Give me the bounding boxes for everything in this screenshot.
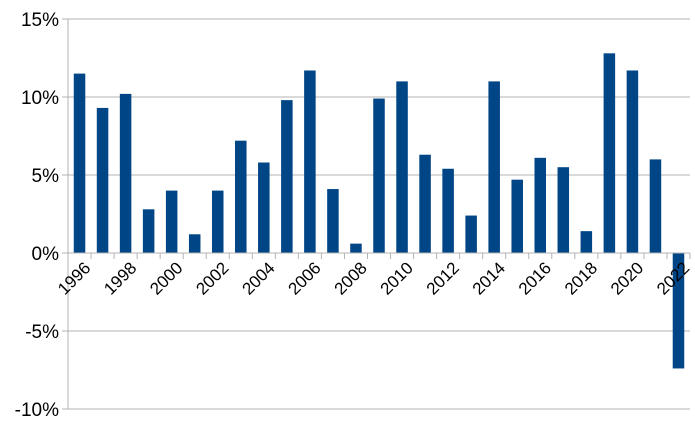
bar-2016 <box>534 157 547 253</box>
bar-2015 <box>511 179 523 253</box>
bar-2017 <box>557 167 570 253</box>
y-tick-label: 5% <box>32 166 60 187</box>
bar-2009 <box>373 98 385 253</box>
bar-2022 <box>672 253 685 369</box>
bar-2008 <box>350 243 362 253</box>
bar-2001 <box>188 234 201 253</box>
bars <box>73 53 685 369</box>
x-tick-label: 2018 <box>561 258 601 298</box>
bar-1997 <box>96 107 109 253</box>
bar-2005 <box>281 100 293 254</box>
x-tick-label: 2008 <box>331 258 371 298</box>
bar-2014 <box>488 81 500 254</box>
y-tick-label: 0% <box>32 244 60 265</box>
x-tick-label: 2012 <box>423 258 463 298</box>
axes <box>62 18 691 410</box>
bar-2013 <box>465 215 477 253</box>
y-tick-label: -10% <box>15 400 59 421</box>
bar-1998 <box>119 93 132 253</box>
bar-2007 <box>327 189 339 253</box>
bar-2018 <box>580 231 593 253</box>
y-tick-labels: -10% -5% 0% 5% 10% 15% <box>15 10 59 421</box>
bar-2021 <box>649 159 662 253</box>
bar-2006 <box>304 70 316 253</box>
bar-2000 <box>165 190 178 253</box>
bar-1996 <box>73 73 86 253</box>
bar-2003 <box>235 140 247 253</box>
x-tick-label: 1998 <box>100 258 140 298</box>
x-tick-label: 2016 <box>515 258 555 298</box>
bar-2011 <box>419 154 431 253</box>
bar-2002 <box>211 190 224 253</box>
x-tick-label: 1996 <box>54 258 94 298</box>
x-tick-label: 2020 <box>607 258 647 298</box>
bar-2019 <box>603 53 616 253</box>
y-tick-label: 10% <box>21 88 59 109</box>
x-tick-label: 2014 <box>469 258 509 298</box>
x-tick-label: 2006 <box>285 258 325 298</box>
x-tick-label: 2000 <box>146 258 186 298</box>
x-tick-label: 2010 <box>377 258 417 298</box>
x-tick-label: 2002 <box>192 258 232 298</box>
bar-2020 <box>626 70 639 253</box>
y-tick-label: 15% <box>21 10 59 31</box>
bar-2012 <box>442 168 454 253</box>
bar-2010 <box>396 81 408 254</box>
x-tick-label: 2004 <box>238 258 278 298</box>
x-tick-labels: 1996 1998 2000 2002 2004 2006 2008 2010 2012 2014… <box>54 258 693 298</box>
y-tick-label: -5% <box>25 322 59 343</box>
bar-1999 <box>142 209 155 253</box>
bar-2004 <box>258 162 270 253</box>
